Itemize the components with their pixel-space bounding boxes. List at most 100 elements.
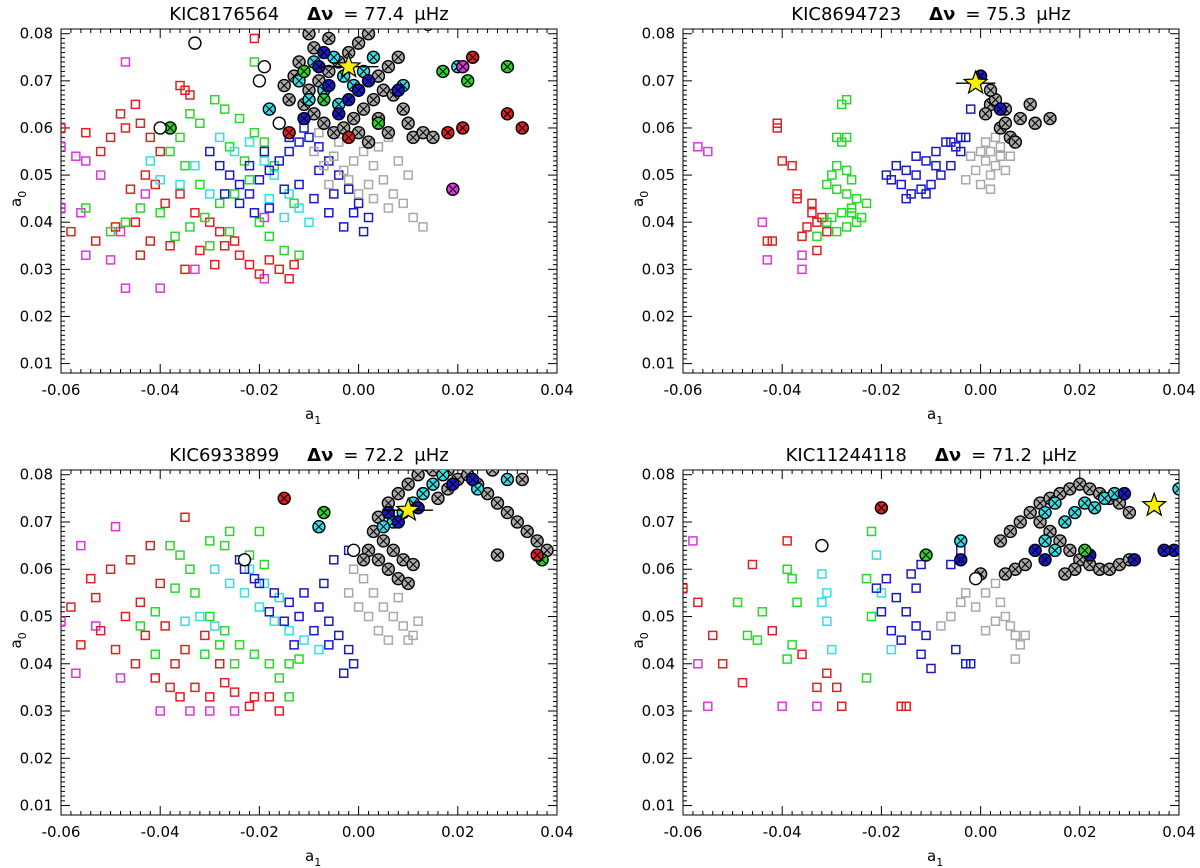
circle-point-green <box>500 59 515 74</box>
square-point-cyan <box>239 588 250 598</box>
circle-point-black <box>153 121 167 135</box>
circle-cross <box>354 86 363 95</box>
square-point-red <box>190 682 200 693</box>
circle-point-gray <box>1023 505 1037 520</box>
circle-point-cyan <box>416 486 430 501</box>
circle-cross <box>439 67 447 76</box>
y-tick-label: 0.01 <box>642 355 675 373</box>
circle-cross <box>468 475 477 484</box>
circle-point-gray <box>1112 557 1127 572</box>
circle-cross <box>986 86 995 95</box>
square-point-blue <box>294 611 304 622</box>
square-point-red <box>120 123 131 133</box>
circle-point-gray <box>391 571 405 586</box>
circle-point-blue <box>322 78 336 93</box>
square-point-blue <box>249 573 260 584</box>
square-point-magenta <box>120 283 131 293</box>
square-point-red <box>135 118 146 128</box>
square-point-red <box>180 512 190 523</box>
square-point-green <box>155 208 165 218</box>
circle-cross <box>344 48 353 57</box>
circle-cross <box>1026 508 1035 517</box>
y-tick-label: 0.08 <box>642 25 675 43</box>
square-point-green <box>200 212 210 223</box>
circle-cross <box>503 475 512 484</box>
square-point-gray <box>348 564 359 574</box>
chart-title: KIC6933899 Δν = 72.2 μHz <box>169 445 448 466</box>
circle-cross <box>448 185 457 194</box>
square-point-green <box>732 597 743 608</box>
square-point-red <box>777 156 787 166</box>
circle-cross <box>285 95 294 104</box>
square-point-cyan <box>155 175 165 185</box>
square-point-green <box>841 189 852 199</box>
circle-cross <box>1130 555 1139 564</box>
title-delta-nu: Δν <box>929 4 955 25</box>
square-point-gray <box>985 146 996 157</box>
square-point-blue <box>931 146 941 157</box>
circle-point-gray <box>381 59 396 74</box>
chart-title: KIC8694723 Δν = 75.3 μHz <box>791 4 1070 25</box>
circle-cross <box>359 105 368 113</box>
circle-point-gray <box>1008 135 1023 149</box>
square-point-cyan <box>190 160 200 171</box>
y-tick-label: 0.03 <box>642 702 675 720</box>
square-point-green <box>185 564 195 574</box>
square-point-green <box>180 160 190 171</box>
circle-cross <box>518 475 527 484</box>
circle-cross <box>349 81 358 90</box>
square-point-red <box>160 198 170 209</box>
square-point-green <box>836 137 847 147</box>
circle-cross <box>305 29 313 38</box>
square-point-red <box>130 99 141 110</box>
square-point-gray <box>363 179 374 190</box>
square-point-blue <box>896 179 906 190</box>
square-point-gray <box>970 165 981 176</box>
circle-point-gray <box>1023 97 1037 112</box>
x-tick-label: 0.00 <box>342 823 375 841</box>
circle-point-gray <box>381 125 396 140</box>
circle-cross <box>518 124 527 132</box>
x-tick-label: 0.02 <box>1063 823 1096 841</box>
circle-cross <box>310 43 318 52</box>
square-point-green <box>856 212 867 223</box>
square-point-gray <box>363 611 374 622</box>
square-point-cyan <box>279 212 289 223</box>
square-point-red <box>170 659 180 669</box>
square-point-blue <box>921 630 931 641</box>
square-point-red <box>807 198 817 209</box>
square-point-red <box>175 189 185 199</box>
square-point-blue <box>304 132 314 143</box>
circle-cross <box>265 105 274 113</box>
square-point-green <box>782 564 792 574</box>
square-point-gray <box>980 588 991 598</box>
circle-point-gray <box>1018 557 1032 572</box>
circle-cross <box>1056 537 1064 545</box>
chart-panel-3: -0.06 -0.04 -0.02 0.00 0.02 0.04 0.01 0.02 0.03 0… <box>7 445 574 868</box>
square-point-magenta <box>703 701 713 712</box>
circle-cross <box>384 565 393 574</box>
square-point-green <box>861 198 872 209</box>
square-point-green <box>205 611 215 622</box>
circle-marker <box>423 29 433 31</box>
circle-point-gray <box>391 486 405 501</box>
circle-cross <box>1075 555 1084 564</box>
circle-point-gray <box>356 553 371 567</box>
square-point-red <box>812 682 822 693</box>
x-axis-label-main: a <box>927 405 936 423</box>
circle-cross <box>1080 499 1089 507</box>
circle-cross <box>533 551 542 559</box>
circle-point-gray <box>401 576 415 591</box>
square-point-gray <box>956 597 966 608</box>
circle-marker <box>237 553 252 567</box>
circle-point-red <box>456 121 470 135</box>
square-point-green <box>827 170 837 180</box>
y-tick-label: 0.01 <box>20 355 53 373</box>
square-point-gray <box>368 160 379 171</box>
square-point-blue <box>956 146 966 157</box>
square-point-blue <box>294 179 304 190</box>
square-point-blue <box>881 573 892 584</box>
circle-point-blue <box>465 472 480 487</box>
y-tick-label: 0.02 <box>20 749 53 767</box>
square-point-gray <box>975 146 986 157</box>
